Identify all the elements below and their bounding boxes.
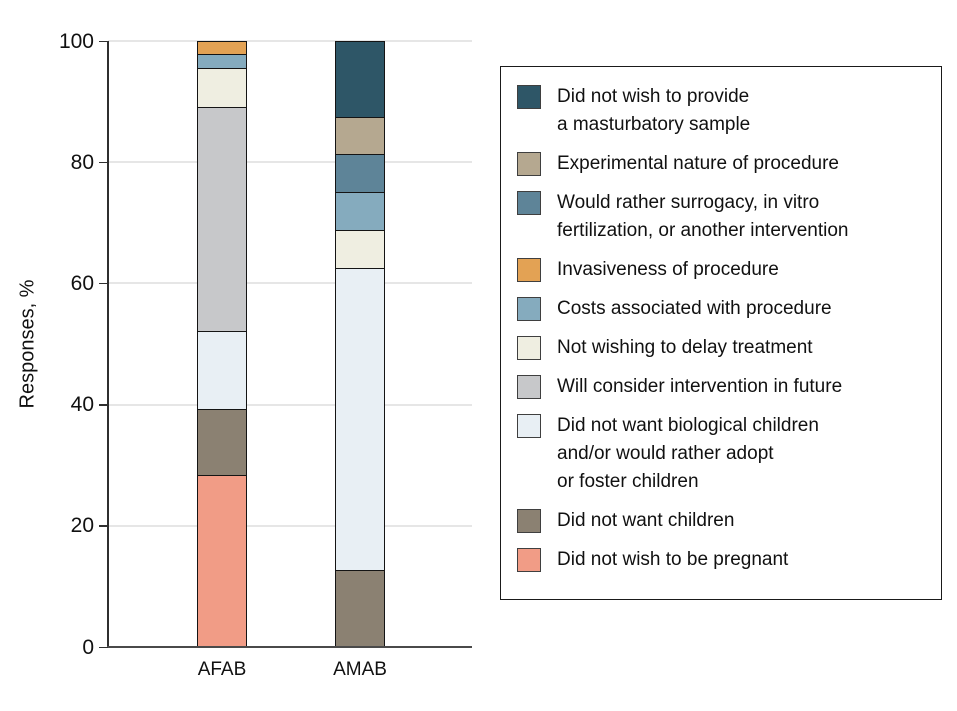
legend-swatch <box>517 152 541 176</box>
legend-item: Not wishing to delay treatment <box>517 334 929 362</box>
gridline-80 <box>108 161 472 164</box>
legend-item: Would rather surrogacy, in vitro fertiliz… <box>517 189 929 245</box>
bar-segment <box>335 192 385 231</box>
legend-label: Experimental nature of procedure <box>557 153 839 174</box>
legend-item: Will consider intervention in future <box>517 373 929 401</box>
legend-item: Did not want children <box>517 507 929 535</box>
y-tick-mark-20 <box>99 525 108 527</box>
y-tick-mark-100 <box>99 40 108 42</box>
bar-segment <box>335 116 385 155</box>
legend-swatch <box>517 297 541 321</box>
bar-amab <box>335 41 385 647</box>
bar-segment <box>335 41 385 117</box>
bar-segment <box>197 474 247 646</box>
y-tick-mark-40 <box>99 404 108 406</box>
x-label-afab: AFAB <box>197 659 247 680</box>
legend-swatch <box>517 85 541 109</box>
legend-label: Did not wish to provide a masturbatory sa… <box>557 86 751 135</box>
legend-label: Would rather surrogacy, in vitro fertiliz… <box>557 192 849 241</box>
x-label-amab: AMAB <box>333 659 387 680</box>
y-tick-label-0: 0 <box>82 635 94 659</box>
legend-items: Did not wish to provide a masturbatory sa… <box>517 83 929 574</box>
y-tick-mark-0 <box>99 646 108 648</box>
legend: Did not wish to provide a masturbatory sa… <box>500 66 942 600</box>
legend-item: Did not want biological children and/or w… <box>517 412 929 496</box>
y-tick-label-20: 20 <box>70 514 94 538</box>
x-axis-line <box>107 646 472 648</box>
bar-segment <box>335 154 385 193</box>
legend-item: Experimental nature of procedure <box>517 150 929 178</box>
legend-label: Costs associated with procedure <box>557 298 832 319</box>
legend-item: Costs associated with procedure <box>517 295 929 323</box>
bar-segment <box>197 41 247 55</box>
legend-item: Did not wish to be pregnant <box>517 546 929 574</box>
gridline-60 <box>108 282 472 285</box>
y-axis-line <box>107 41 109 648</box>
legend-swatch <box>517 191 541 215</box>
bar-segment <box>197 67 247 107</box>
bar-segment <box>335 267 385 571</box>
legend-swatch <box>517 509 541 533</box>
legend-swatch <box>517 258 541 282</box>
y-tick-label-60: 60 <box>70 271 94 295</box>
y-tick-label-80: 80 <box>70 150 94 174</box>
legend-label: Did not want children <box>557 510 735 531</box>
legend-swatch <box>517 548 541 572</box>
y-tick-mark-80 <box>99 161 108 164</box>
y-tick-label-100: 100 <box>58 29 94 53</box>
legend-item: Did not wish to provide a masturbatory sa… <box>517 83 929 139</box>
bar-segment <box>197 54 247 68</box>
legend-swatch <box>517 414 541 438</box>
bar-segment <box>335 570 385 646</box>
bar-segment <box>335 230 385 268</box>
gridline-100 <box>108 40 472 42</box>
legend-label: Not wishing to delay treatment <box>557 337 813 358</box>
y-tick-mark-60 <box>99 282 108 285</box>
bar-segment <box>197 330 247 410</box>
y-axis-title: Responses, % <box>16 279 39 409</box>
legend-label: Will consider intervention in future <box>557 376 843 397</box>
legend-label: Invasiveness of procedure <box>557 259 779 280</box>
legend-swatch <box>517 375 541 399</box>
legend-swatch <box>517 336 541 360</box>
legend-label: Did not wish to be pregnant <box>557 549 789 570</box>
legend-item: Invasiveness of procedure <box>517 256 929 284</box>
plot-area: 0 20 40 60 80 100 <box>59 30 472 659</box>
gridline-20 <box>108 524 472 527</box>
legend-label: Did not want biological children and/or w… <box>557 415 819 492</box>
gridline-40 <box>108 403 472 406</box>
bar-segment <box>197 409 247 475</box>
y-tick-label-40: 40 <box>70 393 94 417</box>
bar-segment <box>197 106 247 331</box>
bar-afab <box>197 41 247 647</box>
